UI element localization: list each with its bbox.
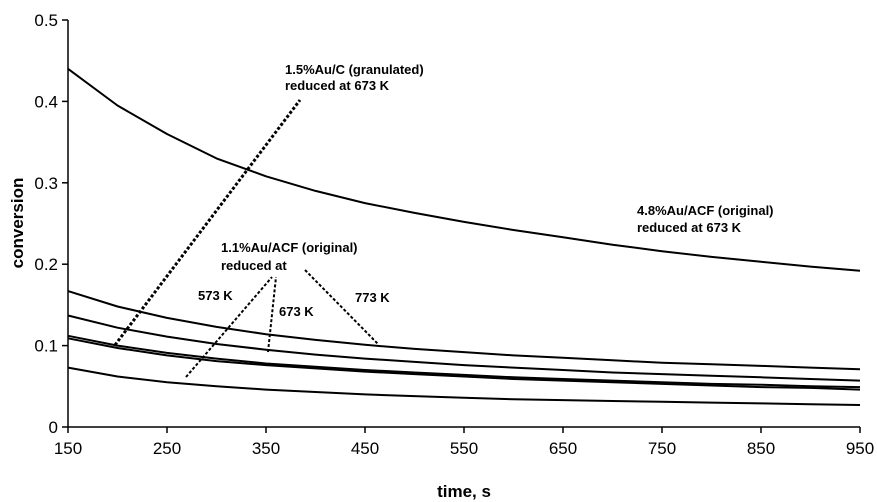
x-axis-ticks: 150 250 350 450 550 650 750 850 950 [54,427,874,458]
annotation-temp-573: 573 K [198,288,233,303]
series-line-1 [67,67,861,272]
annotation-temp-673: 673 K [279,304,314,319]
x-tick-label: 750 [648,439,676,458]
annotation-granulated-line1: 1.5%Au/C (granulated) [285,62,424,77]
x-tick-label: 650 [549,439,577,458]
series-lines [67,67,861,406]
y-axis-title: conversion [8,178,27,269]
series-line-4 [67,334,861,389]
annotation-acf48-line2: reduced at 673 K [637,220,742,235]
y-axis-ticks: 0 0.1 0.2 0.3 0.4 0.5 [34,11,68,437]
pointer-673 [267,276,277,353]
pointer-773 [304,269,379,345]
x-tick-label: 150 [54,439,82,458]
y-tick-label: 0.5 [34,11,58,30]
pointer-granulated [113,99,302,346]
y-tick-label: 0.3 [34,174,58,193]
x-tick-label: 550 [450,439,478,458]
annotation-acf11-line1: 1.1%Au/ACF (original) [221,240,358,255]
x-tick-label: 250 [153,439,181,458]
annotation-temp-773: 773 K [355,290,390,305]
y-tick-label: 0 [49,418,58,437]
series-line-2 [67,290,861,371]
annotation-acf48-line1: 4.8%Au/ACF (original) [637,203,774,218]
annotations: 1.5%Au/C (granulated) reduced at 673 K 4… [113,62,774,378]
y-tick-label: 0.1 [34,337,58,356]
x-tick-label: 850 [747,439,775,458]
annotation-acf11-line2: reduced at [221,258,287,273]
series-line-3 [67,314,861,382]
y-tick-label: 0.2 [34,255,58,274]
x-tick-label: 350 [252,439,280,458]
x-axis-title: time, s [437,482,491,501]
pointer-573 [185,276,273,378]
series-line-6 [67,366,861,406]
y-tick-label: 0.4 [34,92,58,111]
x-tick-label: 450 [351,439,379,458]
annotation-granulated-line2: reduced at 673 K [285,78,390,93]
x-tick-label: 950 [846,439,874,458]
